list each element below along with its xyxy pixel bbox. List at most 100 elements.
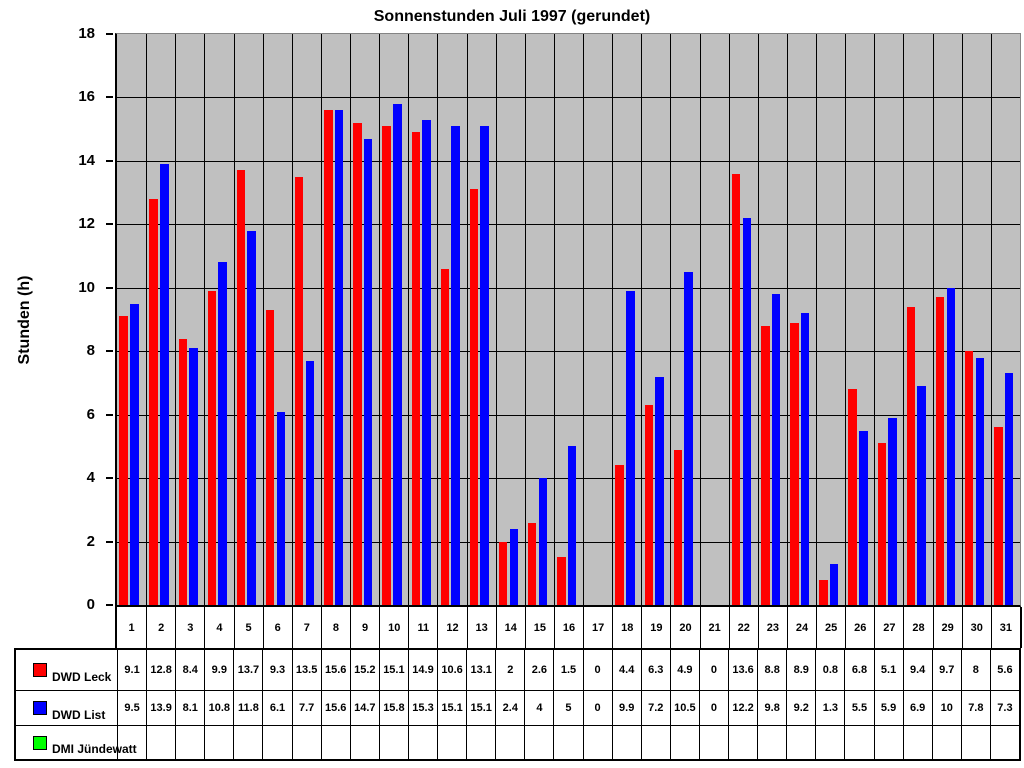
- day-column: [757, 34, 787, 605]
- y-tick-label: 16: [78, 88, 95, 106]
- value-cell: 9.9: [204, 650, 233, 690]
- value-cell: 13.7: [233, 650, 262, 690]
- value-cell: 8.8: [757, 650, 786, 690]
- value-cell: [873, 725, 903, 759]
- bar-dwd-list: [393, 103, 402, 605]
- bar-dwd-leck: [528, 522, 537, 605]
- day-header-cell: 5: [233, 607, 263, 648]
- day-header-cell: 7: [291, 607, 321, 648]
- value-cell: 4.4: [611, 650, 641, 690]
- day-column: [437, 34, 466, 605]
- day-column: [466, 34, 496, 605]
- value-cell: 0: [698, 650, 728, 690]
- value-cell: 11.8: [233, 690, 263, 725]
- value-cell: [902, 725, 932, 759]
- value-cell: [407, 725, 438, 759]
- value-cell: 8.1: [175, 690, 205, 725]
- value-cell: [582, 725, 612, 759]
- y-tick-mark: [106, 350, 113, 353]
- day-header-cell: 6: [262, 607, 292, 648]
- day-column: [262, 34, 292, 605]
- value-cell: 6.3: [640, 650, 670, 690]
- day-column: [903, 34, 932, 605]
- value-cell: 7.2: [640, 690, 670, 725]
- day-header-cell: 13: [466, 607, 496, 648]
- y-tick-label: 4: [86, 469, 95, 487]
- bar-dwd-leck: [615, 465, 624, 605]
- legend-swatch: [33, 735, 47, 750]
- value-cell: [146, 725, 176, 759]
- value-cell: 7.3: [989, 690, 1019, 725]
- day-column: [816, 34, 845, 605]
- day-column: [524, 34, 554, 605]
- y-tick-mark: [106, 286, 113, 289]
- value-cell: 6.9: [902, 690, 932, 725]
- value-cell: [175, 725, 205, 759]
- bar-dwd-list: [975, 357, 985, 605]
- y-gridline: [117, 160, 1020, 162]
- day-header-cell: 29: [932, 607, 962, 648]
- day-header-cell: 2: [146, 607, 175, 648]
- legend-swatch: [33, 663, 47, 677]
- y-tick-label: 18: [78, 25, 95, 42]
- value-cell: [931, 725, 961, 759]
- bar-dwd-leck: [265, 309, 275, 605]
- value-cell: [553, 725, 583, 759]
- bar-dwd-list: [771, 294, 781, 605]
- bar-dwd-leck: [440, 268, 450, 605]
- bar-dwd-leck: [353, 122, 362, 605]
- value-cell: [262, 725, 292, 759]
- y-tick-mark: [106, 96, 113, 99]
- bar-dwd-list: [626, 290, 635, 605]
- value-cell: 2: [495, 650, 524, 690]
- bar-dwd-leck: [673, 449, 683, 605]
- legend-cell-dwd-leck: DWD Leck: [16, 650, 117, 690]
- y-gridline: [117, 97, 1020, 99]
- bar-dwd-list: [538, 478, 548, 605]
- y-tick-label: 0: [86, 596, 95, 613]
- value-cell: 14.7: [349, 690, 379, 725]
- value-cell: [786, 725, 816, 759]
- day-column: [553, 34, 583, 605]
- bar-dwd-list: [160, 164, 169, 605]
- value-cell: 6.1: [262, 690, 292, 725]
- legend-label: DMI Jündewatt: [52, 742, 137, 756]
- day-header-cell: 9: [350, 607, 379, 648]
- value-cell: 15.2: [349, 650, 379, 690]
- bar-dwd-leck: [731, 173, 741, 605]
- value-cell: 5.5: [844, 690, 874, 725]
- day-header-cell: 30: [961, 607, 991, 648]
- value-cell: [698, 725, 729, 759]
- chart-title: Sonnenstunden Juli 1997 (gerundet): [373, 8, 651, 25]
- value-cell: 10.6: [437, 650, 466, 690]
- bar-dwd-list: [888, 417, 897, 605]
- bar-dwd-leck: [819, 579, 828, 605]
- value-cell: 13.5: [291, 650, 321, 690]
- day-column: [233, 34, 263, 605]
- value-cell: 12.8: [146, 650, 175, 690]
- bar-dwd-leck: [964, 351, 974, 605]
- value-cell: 14.9: [407, 650, 437, 690]
- bar-dwd-list: [800, 313, 810, 605]
- bar-dwd-list: [946, 287, 955, 605]
- day-header-cell: 4: [204, 607, 233, 648]
- y-tick-mark: [106, 223, 113, 226]
- value-cell: 15.8: [378, 690, 408, 725]
- bar-dwd-leck: [207, 290, 217, 605]
- value-cell: 8: [960, 650, 990, 690]
- bar-dwd-leck: [149, 198, 158, 605]
- value-cell: [349, 725, 379, 759]
- y-tick-label: 6: [86, 405, 95, 423]
- value-cell: 9.4: [902, 650, 932, 690]
- bar-dwd-leck: [935, 297, 945, 605]
- bar-dwd-list: [742, 218, 752, 605]
- y-tick-mark: [106, 413, 113, 416]
- day-column: [408, 34, 437, 605]
- bar-dwd-list: [247, 230, 256, 605]
- bar-dwd-leck: [469, 189, 479, 605]
- bar-dwd-list: [859, 430, 868, 605]
- day-header-cell: 16: [553, 607, 583, 648]
- value-cell: 9.2: [786, 690, 816, 725]
- value-cell: 9.5: [117, 690, 147, 725]
- value-cell: [524, 725, 554, 759]
